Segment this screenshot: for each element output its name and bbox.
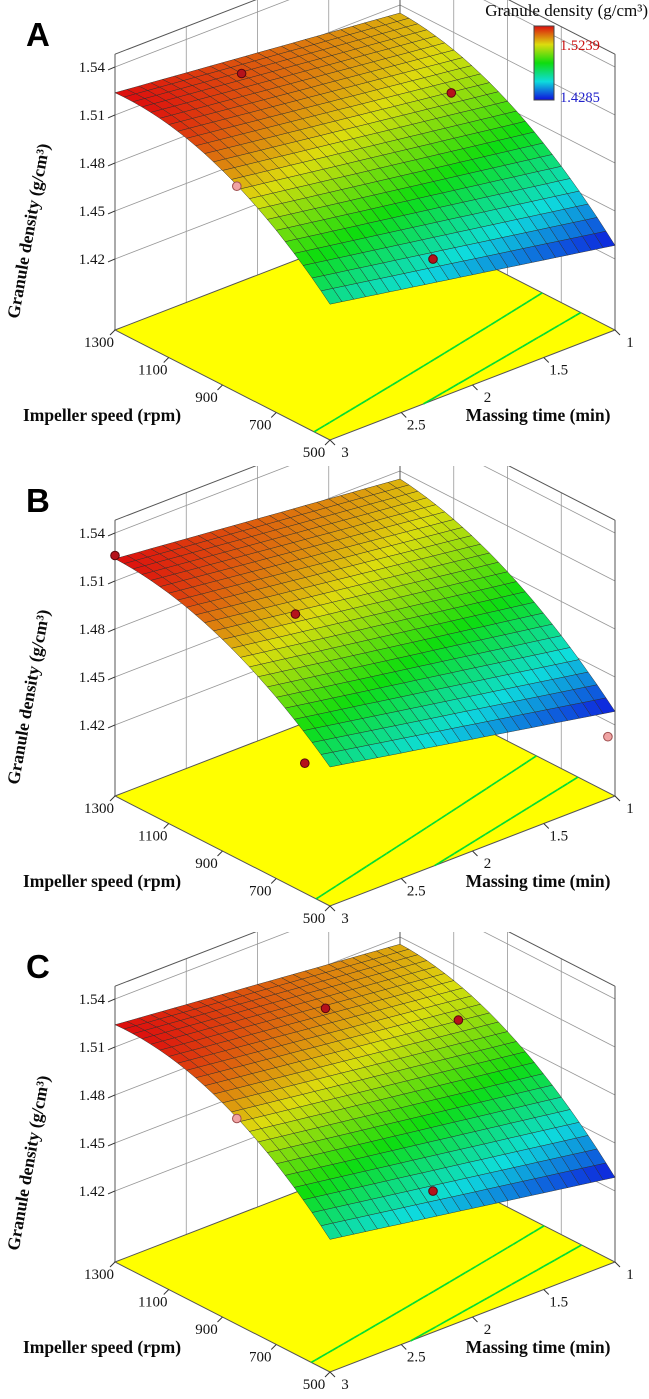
panel-letter: A [26, 16, 50, 53]
x-axis-title: Impeller speed (rpm) [23, 1337, 181, 1357]
y-tick-label: 2.5 [407, 1350, 426, 1366]
response-surface-mesh [114, 943, 616, 1240]
x-tick-label: 1300 [84, 1267, 114, 1283]
y-tick-label: 1.5 [549, 829, 568, 845]
y-tick-label: 2 [484, 856, 492, 872]
y-tick-label: 3 [341, 1377, 349, 1393]
z-tick-label: 1.51 [79, 1040, 105, 1056]
x-tick-label: 700 [249, 884, 272, 900]
y-tick-label: 3 [341, 445, 349, 461]
axis-ticks [107, 532, 621, 912]
x-tick-label: 900 [195, 1322, 218, 1338]
z-tick-label: 1.42 [79, 718, 105, 734]
design-point [453, 1015, 464, 1025]
z-tick-label: 1.54 [79, 60, 106, 76]
design-points [232, 68, 457, 264]
x-tick-label: 700 [249, 418, 272, 434]
design-point [320, 1003, 331, 1014]
z-axis-title: Granule density (g/cm³) [3, 608, 54, 786]
z-tick-label: 1.42 [79, 252, 105, 268]
z-tick-label: 1.45 [79, 670, 105, 686]
design-point [446, 88, 457, 98]
colorbar-title: Granule density (g/cm³) [485, 1, 648, 20]
y-tick-label: 1 [626, 1267, 634, 1283]
panel-letter: B [26, 482, 50, 519]
y-tick-label: 2 [484, 390, 492, 406]
design-point [232, 181, 242, 191]
colorbar-min-value: 1.4285 [560, 90, 600, 106]
design-points [232, 1003, 464, 1196]
z-tick-label: 1.48 [79, 622, 105, 638]
x-tick-label: 1300 [84, 801, 114, 817]
y-tick-label: 3 [341, 911, 349, 927]
panel-B: 1300 1100 900 700 500 3 2.5 2 1.5 1 1.42 1.45 1.48 1.… [0, 466, 649, 932]
floor-contours [310, 1225, 583, 1364]
design-point [110, 550, 120, 561]
x-tick-label: 1300 [84, 335, 114, 351]
x-tick-label: 500 [303, 1377, 326, 1393]
x-axis-title: Impeller speed (rpm) [23, 405, 181, 425]
z-tick-label: 1.45 [79, 204, 105, 220]
x-tick-label: 900 [195, 390, 218, 406]
y-tick-label: 1 [626, 801, 634, 817]
design-point [428, 1186, 438, 1196]
y-tick-label: 2.5 [407, 418, 426, 434]
colorbar-max-value: 1.5239 [560, 38, 600, 54]
z-tick-label: 1.54 [79, 992, 106, 1008]
design-point [300, 758, 310, 769]
floor-contours [313, 292, 582, 433]
y-axis-title: Massing time (min) [466, 1337, 611, 1357]
x-tick-label: 1100 [138, 829, 167, 845]
design-point [290, 609, 301, 619]
design-point [603, 731, 613, 742]
response-surface-mesh [114, 478, 616, 768]
x-tick-label: 500 [303, 911, 326, 927]
z-tick-label: 1.48 [79, 1088, 105, 1104]
floor-contours [315, 755, 579, 900]
z-tick-label: 1.45 [79, 1136, 105, 1152]
y-tick-label: 1 [626, 335, 634, 351]
axis-ticks [107, 998, 621, 1378]
panel-C: 1300 1100 900 700 500 3 2.5 2 1.5 1 1.42 1.45 1.48 1.… [0, 932, 649, 1398]
z-tick-label: 1.48 [79, 156, 105, 172]
panel-letter: C [26, 948, 50, 985]
design-point [236, 68, 247, 79]
z-tick-label: 1.42 [79, 1184, 105, 1200]
y-tick-label: 2 [484, 1322, 492, 1338]
design-point [232, 1113, 242, 1124]
panel-A: 1300 1100 900 700 500 3 2.5 2 1.5 1 1.42 1.45 1.48 1.… [0, 0, 649, 466]
z-tick-label: 1.54 [79, 526, 106, 542]
z-axis-title: Granule density (g/cm³) [3, 1074, 54, 1252]
z-tick-label: 1.51 [79, 574, 105, 590]
y-axis-title: Massing time (min) [466, 871, 611, 891]
design-points [110, 550, 613, 769]
y-axis-title: Massing time (min) [466, 405, 611, 425]
y-tick-label: 1.5 [549, 363, 568, 379]
colorbar-gradient [533, 25, 555, 101]
x-axis-title: Impeller speed (rpm) [23, 871, 181, 891]
x-tick-label: 1100 [138, 1295, 167, 1311]
z-axis-title: Granule density (g/cm³) [3, 142, 54, 320]
x-tick-label: 900 [195, 856, 218, 872]
y-tick-label: 2.5 [407, 884, 426, 900]
x-tick-label: 500 [303, 445, 326, 461]
design-point [428, 254, 438, 264]
y-tick-label: 1.5 [549, 1295, 568, 1311]
z-tick-label: 1.51 [79, 108, 105, 124]
axis-ticks [107, 66, 621, 446]
x-tick-label: 700 [249, 1350, 272, 1366]
colorbar-legend: Granule density (g/cm³) 1.5239 1.4285 [485, 1, 648, 106]
x-tick-label: 1100 [138, 363, 167, 379]
